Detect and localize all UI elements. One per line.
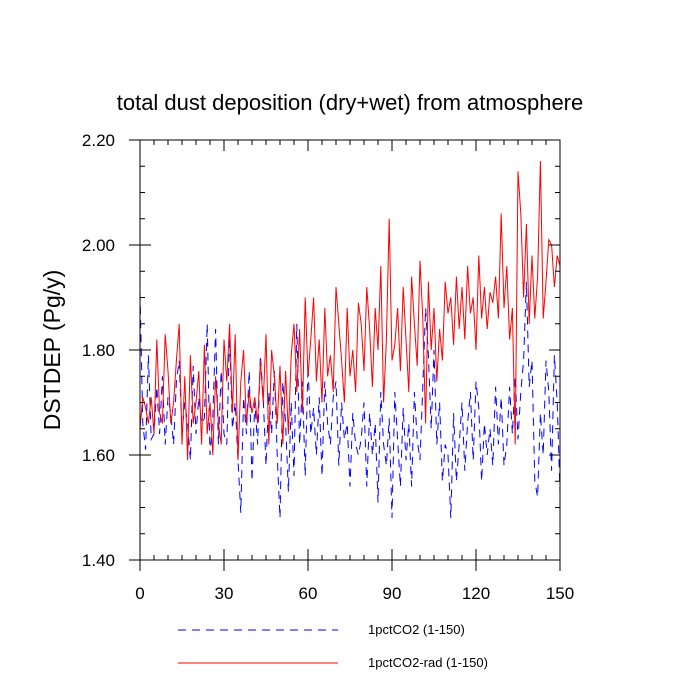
y-tick-label: 1.40 xyxy=(82,551,115,570)
axis-ticks xyxy=(129,139,561,571)
chart-title: total dust deposition (dry+wet) from atm… xyxy=(117,90,584,115)
y-axis-label: DSTDEP (Pg/y) xyxy=(39,270,65,431)
y-tick-label: 2.20 xyxy=(82,131,115,150)
y-tick-label: 1.60 xyxy=(82,446,115,465)
plot-series xyxy=(139,160,561,519)
x-tick-label: 60 xyxy=(299,584,318,603)
y-tick-label: 2.00 xyxy=(82,236,115,255)
x-tick-label: 30 xyxy=(215,584,234,603)
tick-labels: 0 30 60 90 120 150 1.40 1.60 1.80 2.00 2.20 xyxy=(82,131,574,603)
legend-label-1pctco2-rad: 1pctCO2-rad (1-150) xyxy=(368,655,488,670)
x-tick-label: 150 xyxy=(546,584,574,603)
legend-label-1pctco2: 1pctCO2 (1-150) xyxy=(368,622,465,637)
legend: 1pctCO2 (1-150) 1pctCO2-rad (1-150) xyxy=(178,622,488,670)
x-tick-label: 0 xyxy=(135,584,144,603)
series-line-1pctco2-rad xyxy=(139,160,561,461)
x-tick-label: 120 xyxy=(462,584,490,603)
x-tick-label: 90 xyxy=(383,584,402,603)
plot-frame xyxy=(139,139,561,561)
y-tick-label: 1.80 xyxy=(82,341,115,360)
series-line-1pctco2 xyxy=(139,281,561,519)
